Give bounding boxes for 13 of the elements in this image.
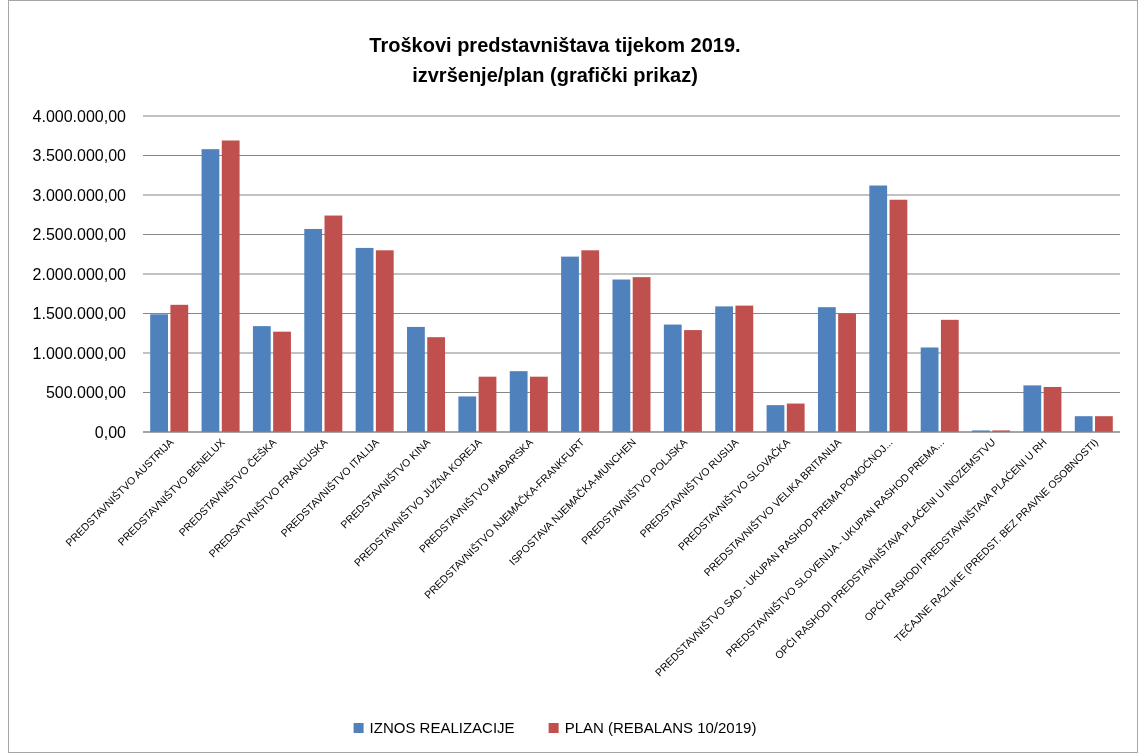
y-tick-label: 2.000.000,00 <box>32 265 127 283</box>
legend-label: PLAN (REBALANS 10/2019) <box>564 719 757 737</box>
y-tick-label: 3.500.000,00 <box>32 147 127 165</box>
chart-title: Troškovi predstavništava tijekom 2019. <box>369 34 741 56</box>
y-tick-label: 1.000.000,00 <box>32 344 127 362</box>
y-tick-label: 3.000.000,00 <box>32 186 127 204</box>
y-tick-label: 500.000,00 <box>45 384 127 402</box>
y-tick-label: 2.500.000,00 <box>32 226 127 244</box>
chart-subtitle: izvršenje/plan (grafički prikaz) <box>412 64 698 86</box>
y-tick-label: 0,00 <box>94 423 127 441</box>
legend-label: IZNOS REALIZACIJE <box>369 719 515 737</box>
y-tick-label: 1.500.000,00 <box>32 305 127 323</box>
y-tick-label: 4.000.000,00 <box>32 107 127 125</box>
